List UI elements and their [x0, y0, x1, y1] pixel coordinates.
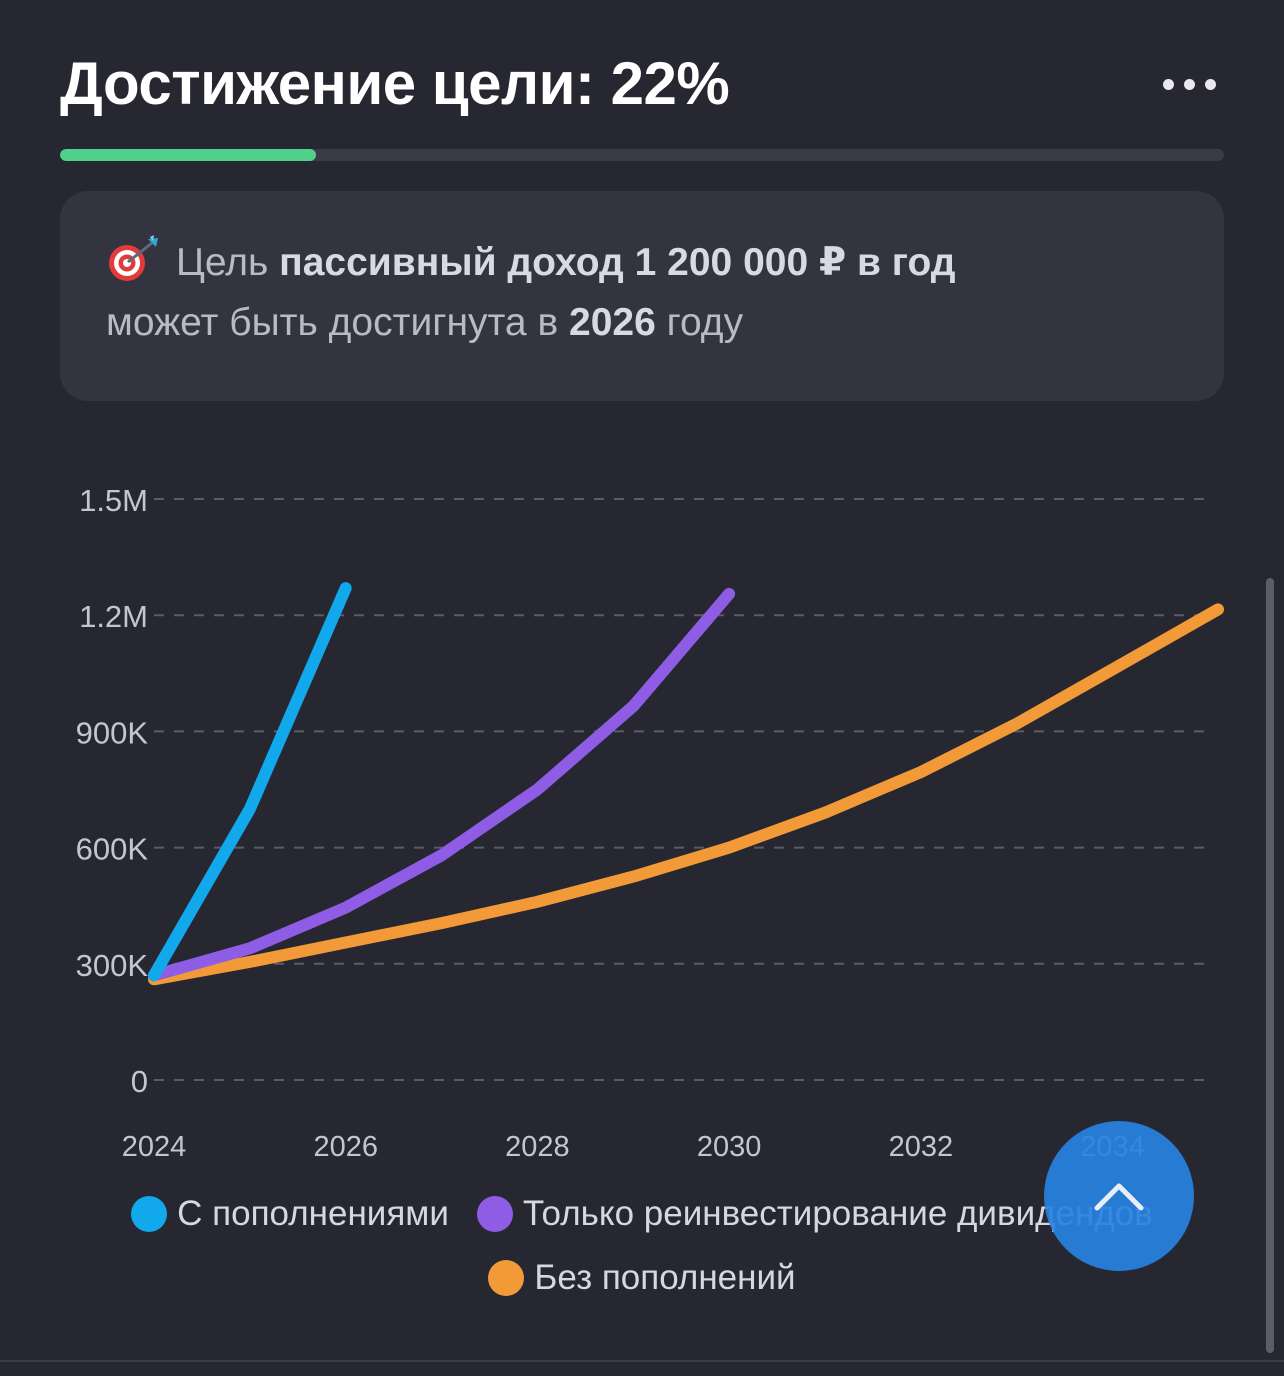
y-tick-label: 1.5M: [79, 483, 148, 518]
legend-item[interactable]: С пополнениями: [131, 1194, 449, 1234]
goal-text-middle: может быть достигнута в: [106, 301, 559, 344]
page-title: Достижение цели: 22%: [60, 50, 730, 117]
goal-projection-chart: 0 300K 600K 900K 1.2M 1.5M 2024 2026 2028 2030 203…: [76, 483, 1224, 1163]
legend-dot: [488, 1260, 525, 1296]
scroll-to-top-button[interactable]: [1044, 1121, 1194, 1271]
series-line: [148, 582, 352, 982]
more-horizontal-icon: [1162, 78, 1174, 90]
goal-text-prefix: Цель: [176, 241, 269, 284]
legend-label: С пополнениями: [177, 1194, 449, 1233]
legend-dot: [476, 1196, 513, 1232]
goal-card: Цель пассивный доход 1 200 000 ₽ в год м…: [60, 191, 1224, 401]
y-tick-label: 600K: [76, 832, 149, 867]
goal-amount: пассивный доход 1 200 000 ₽ в год: [279, 241, 956, 284]
y-tick-label: 0: [131, 1064, 148, 1099]
series-line: [148, 603, 1224, 986]
goal-year: 2026: [569, 301, 656, 344]
target-dart-icon: [109, 235, 158, 281]
y-tick-label: 300K: [76, 948, 149, 983]
x-tick-label: 2028: [505, 1131, 570, 1163]
goal-progress-bar: [60, 149, 1224, 161]
goal-text-suffix: году: [666, 301, 744, 344]
more-options-button[interactable]: [1154, 64, 1224, 104]
more-horizontal-icon-dot: [1204, 78, 1216, 90]
chevron-up-icon: [1094, 1183, 1144, 1211]
goal-progress-fill: [60, 149, 317, 161]
legend-label: Без пополнений: [534, 1258, 796, 1297]
x-tick-label: 2032: [889, 1131, 954, 1163]
legend-item[interactable]: Без пополнений: [488, 1258, 796, 1298]
scrollbar[interactable]: [1266, 578, 1274, 1353]
y-tick-label: 1.2M: [79, 599, 148, 634]
divider: [0, 1360, 1284, 1362]
x-tick-label: 2024: [122, 1131, 187, 1163]
series-line: [148, 587, 736, 982]
more-horizontal-icon-dot: [1183, 78, 1195, 90]
x-tick-label: 2026: [313, 1131, 378, 1163]
x-tick-label: 2030: [697, 1131, 762, 1163]
y-tick-label: 900K: [76, 715, 149, 750]
legend-dot: [131, 1196, 168, 1232]
